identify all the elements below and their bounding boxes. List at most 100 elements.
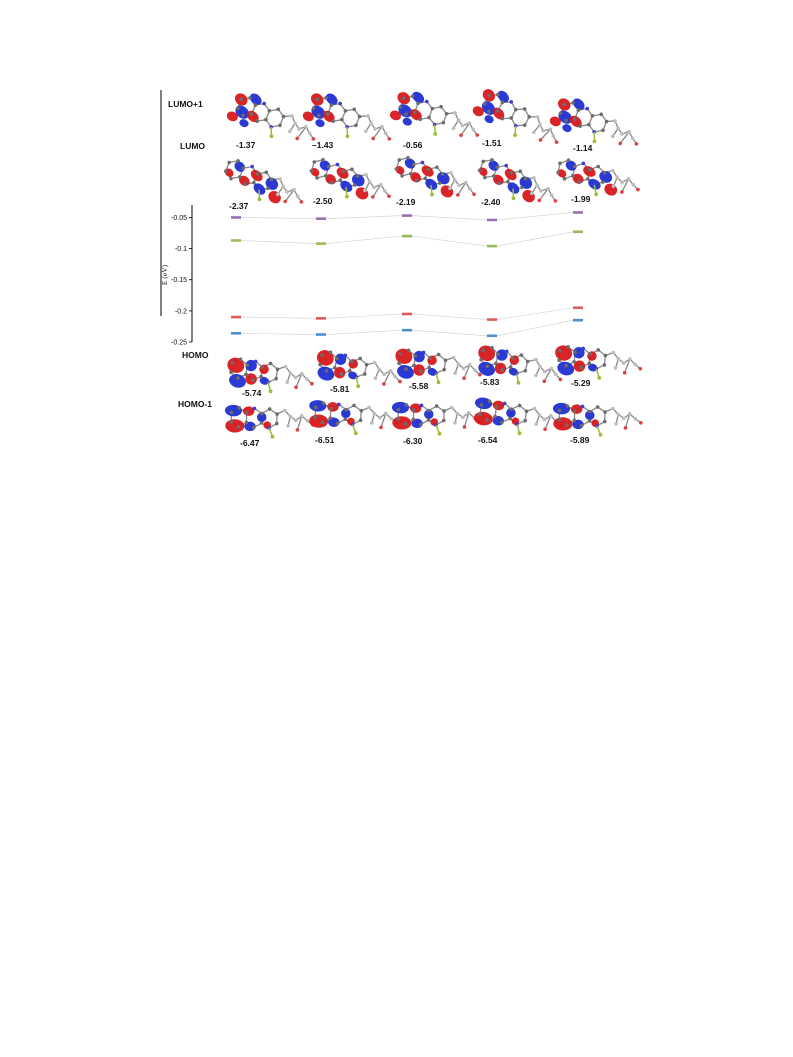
atom: [257, 197, 262, 202]
atom: [329, 406, 333, 411]
atom: [477, 168, 482, 173]
atom: [349, 359, 354, 364]
atom: [509, 407, 514, 411]
atom: [467, 121, 472, 125]
series-connector: [325, 215, 403, 219]
atom: [577, 180, 582, 184]
atom: [260, 365, 265, 369]
homo1-orbitals: [224, 397, 643, 439]
energy-lumo1-5: -1.14: [573, 143, 593, 153]
atom: [313, 415, 317, 419]
atom: [364, 362, 369, 367]
atom: [311, 137, 316, 141]
atom: [639, 420, 643, 425]
atom: [329, 180, 334, 185]
atom: [616, 356, 621, 361]
atom: [276, 192, 280, 197]
orbital-lobe-positive: [494, 362, 507, 375]
atom: [542, 369, 547, 374]
atom: [509, 116, 514, 120]
atom: [493, 414, 497, 419]
atom: [264, 170, 269, 175]
orbital-lobe-positive: [570, 404, 583, 414]
atom: [293, 121, 297, 126]
atom: [426, 167, 430, 172]
bond: [621, 178, 630, 193]
atom: [530, 191, 534, 196]
orbital-lobe-positive: [316, 350, 334, 366]
atom: [628, 357, 632, 361]
atom: [292, 187, 296, 192]
y-tick-label: -0.05: [171, 215, 187, 222]
orbital-lobe-negative: [257, 412, 267, 423]
atom: [335, 162, 340, 167]
atom: [557, 418, 561, 422]
y-axis-title: E (eV): [160, 264, 169, 285]
atom: [433, 132, 438, 136]
atom: [411, 417, 416, 422]
atom: [239, 97, 244, 102]
series-connector: [240, 240, 317, 244]
orbital-lobe-positive: [322, 110, 335, 123]
atom: [546, 186, 550, 191]
atom: [364, 129, 368, 134]
orbital-lobe-positive: [327, 402, 339, 412]
atom: [513, 133, 517, 138]
atom: [532, 406, 537, 411]
atom: [236, 376, 240, 380]
molecular-orbital-icon: [302, 93, 392, 141]
atom: [245, 363, 250, 367]
atom: [588, 352, 593, 356]
atom: [565, 404, 570, 408]
atom: [229, 176, 233, 181]
atom: [558, 111, 563, 116]
atom: [456, 362, 461, 366]
orbital-lobe-positive: [472, 106, 484, 117]
atom: [596, 164, 600, 169]
atom: [366, 114, 370, 118]
atom: [453, 421, 457, 425]
energy-level-mark: [573, 211, 583, 214]
atom: [595, 405, 600, 409]
atom: [274, 376, 278, 381]
atom: [587, 419, 592, 423]
orbital-lobe-negative: [397, 365, 414, 379]
bond: [460, 122, 471, 136]
row-label-homo1: HOMO-1: [178, 399, 212, 409]
atom: [572, 418, 577, 423]
atom: [300, 371, 304, 376]
atom: [379, 425, 383, 430]
atom: [436, 380, 441, 385]
atom: [534, 357, 538, 362]
atom: [340, 117, 344, 122]
atom: [358, 356, 362, 361]
atom: [602, 170, 607, 175]
y-ticks: -0.05 -0.1 -0.15 -0.2 -0.25: [171, 215, 192, 347]
atom: [437, 181, 442, 185]
atom: [236, 159, 240, 163]
atom: [630, 136, 635, 141]
orbital-lobe-negative: [478, 361, 495, 376]
orbital-lobe-positive: [409, 109, 422, 121]
orbital-lobe-positive: [473, 411, 493, 426]
energy-homo-5: -5.29: [571, 378, 591, 388]
atom: [324, 369, 329, 373]
molecular-orbital-icon: [316, 350, 402, 389]
atom: [257, 188, 261, 192]
atom: [517, 431, 522, 436]
atom: [373, 127, 377, 131]
atom: [500, 368, 504, 372]
atom: [328, 350, 333, 355]
atom: [587, 361, 592, 366]
atom: [548, 127, 553, 132]
y-tick-label: -0.25: [171, 340, 187, 347]
atom: [440, 172, 445, 176]
orbital-lobe-negative: [412, 91, 425, 104]
bond: [457, 182, 467, 196]
orbital-lobe-positive: [389, 110, 402, 121]
atom: [331, 119, 335, 124]
atom: [439, 104, 443, 109]
molecular-orbital-icon: [223, 159, 304, 204]
atom: [398, 379, 402, 384]
atom: [603, 410, 607, 414]
